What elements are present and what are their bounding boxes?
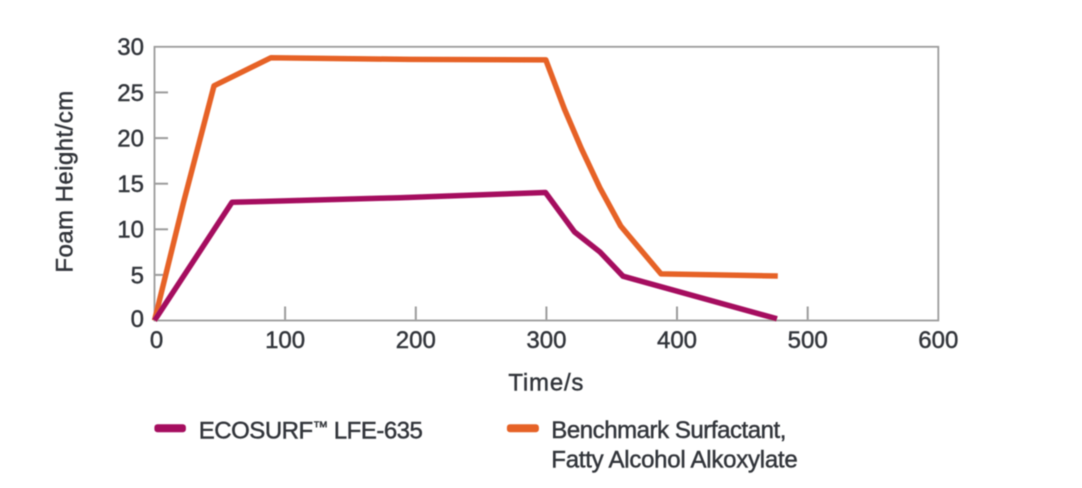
svg-text:0: 0	[131, 306, 144, 333]
svg-text:400: 400	[657, 327, 697, 354]
svg-text:200: 200	[396, 327, 436, 354]
svg-text:Fatty Alcohol Alkoxylate: Fatty Alcohol Alkoxylate	[551, 447, 797, 474]
svg-text:Foam Height/cm: Foam Height/cm	[51, 90, 78, 272]
svg-text:600: 600	[918, 327, 958, 354]
svg-text:300: 300	[526, 327, 566, 354]
svg-text:500: 500	[788, 327, 828, 354]
svg-text:20: 20	[117, 126, 144, 153]
svg-text:5: 5	[131, 262, 144, 289]
svg-text:10: 10	[117, 217, 144, 244]
svg-text:ECOSURF™ LFE-635: ECOSURF™ LFE-635	[199, 418, 423, 445]
svg-text:Time/s: Time/s	[508, 370, 584, 397]
svg-text:Benchmark Surfactant,: Benchmark Surfactant,	[551, 417, 786, 444]
svg-text:100: 100	[265, 327, 305, 354]
svg-text:30: 30	[117, 34, 144, 61]
svg-text:15: 15	[117, 171, 144, 198]
svg-text:0: 0	[150, 327, 163, 354]
svg-text:25: 25	[117, 80, 144, 107]
